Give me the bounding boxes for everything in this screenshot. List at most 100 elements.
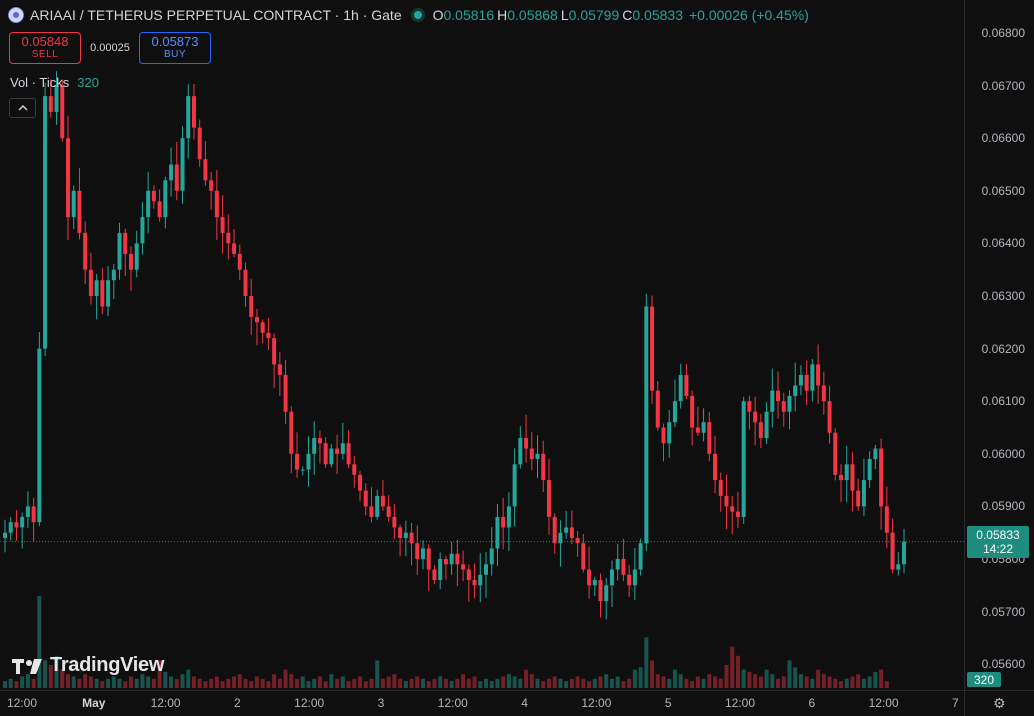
time-axis-label: May	[82, 696, 106, 710]
volume-bar	[100, 681, 105, 688]
candle-body	[827, 401, 832, 433]
volume-bar	[352, 678, 357, 688]
candle-body	[770, 390, 775, 412]
candle-body	[60, 85, 65, 139]
price-axis[interactable]: 0.06800 0.06700 0.06600 0.06500 0.06400 0.063…	[964, 0, 1034, 690]
volume-bar	[65, 674, 70, 688]
volume-bar	[375, 660, 380, 688]
candle-body	[558, 532, 563, 544]
price-axis-label: 0.06200	[981, 341, 1025, 356]
volume-bar	[461, 674, 466, 688]
volume-value: 320	[77, 75, 99, 90]
volume-legend[interactable]: Vol · Ticks 320	[10, 75, 99, 90]
time-axis-label: 7	[952, 696, 959, 710]
candle-body	[655, 390, 660, 428]
collapse-legend-button[interactable]	[9, 98, 36, 118]
candle-body	[776, 390, 781, 402]
volume-bar	[621, 681, 626, 688]
candles	[3, 71, 906, 620]
time-axis-label: 12:00	[724, 696, 756, 710]
volume-bars	[3, 596, 889, 688]
ohlc-high: H0.05868	[497, 7, 558, 23]
candle-body	[804, 374, 809, 391]
candle-body	[421, 548, 426, 559]
tradingview-logo[interactable]: TradingView	[12, 654, 164, 677]
volume-bar	[483, 678, 488, 688]
candle-body	[541, 453, 546, 481]
candle-body	[409, 532, 414, 544]
candle-body	[632, 569, 637, 586]
candle-body	[117, 232, 122, 270]
candle-body	[180, 138, 185, 191]
volume-bar	[861, 678, 866, 688]
volume-bar	[421, 678, 426, 688]
volume-bar	[552, 676, 557, 688]
candle-body	[300, 469, 305, 471]
time-axis[interactable]: 12:00 May 12:00 2 12:00 3 12:00 4 12:00 5 12:00 6 12…	[0, 690, 964, 716]
candle-body	[128, 253, 133, 270]
candle-body	[329, 448, 334, 465]
candle-body	[524, 438, 529, 449]
volume-bar	[77, 678, 82, 688]
candle-body	[489, 548, 494, 565]
candle-body	[873, 448, 878, 460]
time-axis-label: 2	[234, 696, 241, 710]
volume-bar	[770, 674, 775, 688]
candle-body	[146, 190, 151, 218]
volume-bar	[793, 667, 798, 688]
candle-body	[346, 443, 351, 465]
volume-bar	[306, 681, 311, 688]
volume-bar	[300, 676, 305, 688]
price-chart[interactable]	[0, 0, 964, 690]
candle-body	[695, 427, 700, 433]
price-axis-label: 0.06500	[981, 183, 1025, 198]
volume-bar	[667, 678, 672, 688]
volume-bar	[753, 674, 758, 688]
volume-bar	[151, 678, 156, 688]
candle-body	[140, 217, 145, 244]
candle-body	[449, 553, 454, 565]
candle-body	[266, 332, 271, 339]
candle-body	[615, 559, 620, 570]
volume-bar	[884, 681, 889, 688]
buy-button[interactable]: 0.05873 BUY	[139, 32, 211, 64]
volume-bar	[386, 676, 391, 688]
candle-body	[627, 574, 632, 586]
candle-body	[203, 159, 208, 181]
volume-bar	[787, 660, 792, 688]
volume-bar	[690, 681, 695, 688]
volume-bar	[48, 665, 53, 688]
volume-bar	[449, 681, 454, 688]
volume-bar	[438, 676, 443, 688]
candle-body	[741, 401, 746, 517]
gear-icon[interactable]: ⚙	[993, 695, 1006, 711]
price-axis-label: 0.06100	[981, 394, 1025, 409]
sell-button[interactable]: 0.05848 SELL	[9, 32, 81, 64]
candle-body	[650, 306, 655, 391]
candle-body	[48, 96, 53, 112]
volume-bar	[564, 681, 569, 688]
candle-body	[506, 506, 511, 528]
candle-body	[764, 411, 769, 439]
candle-body	[461, 564, 466, 570]
chart-title[interactable]: ARIAAI / TETHERUS PERPETUAL CONTRACT · 1…	[30, 7, 402, 23]
volume-bar	[203, 681, 208, 688]
candle-body	[31, 506, 36, 523]
candle-body	[713, 453, 718, 481]
volume-bar	[466, 678, 471, 688]
volume-label: Vol · Ticks	[10, 75, 70, 90]
volume-bar	[506, 674, 511, 688]
volume-bar	[644, 637, 649, 688]
volume-bar	[335, 678, 340, 688]
candle-body	[306, 453, 311, 470]
volume-bar	[541, 681, 546, 688]
candle-body	[209, 180, 214, 191]
time-axis-label: 12:00	[150, 696, 181, 710]
time-axis-label: 12:00	[437, 696, 468, 710]
candle-body	[169, 164, 174, 181]
time-axis-label: 6	[808, 696, 816, 710]
candle-body	[43, 96, 48, 349]
volume-bar	[289, 674, 294, 688]
candle-body	[426, 548, 431, 570]
volume-bar	[380, 678, 385, 688]
